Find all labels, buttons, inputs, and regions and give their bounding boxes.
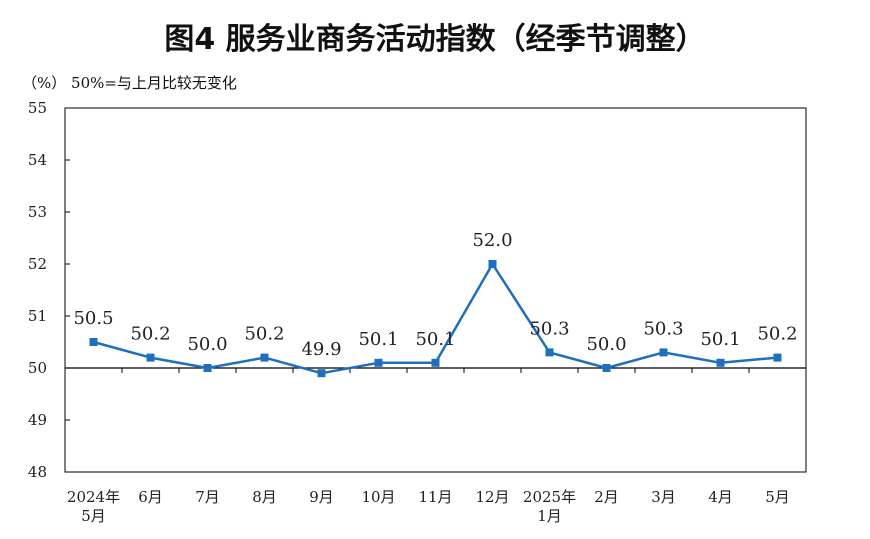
x-tick-label: 2025年 [523, 488, 576, 506]
data-label: 50.2 [757, 324, 797, 345]
data-label: 50.0 [187, 334, 227, 355]
x-tick-label: 2月 [594, 488, 619, 506]
data-point [773, 353, 782, 362]
data-label: 50.3 [643, 318, 683, 339]
data-label: 50.2 [244, 324, 284, 345]
y-tick-label: 54 [28, 151, 47, 169]
y-tick-label: 51 [28, 307, 47, 325]
data-point [602, 364, 611, 372]
data-point [659, 348, 668, 357]
data-label: 50.2 [130, 324, 170, 345]
x-tick-label: 3月 [651, 488, 676, 506]
y-tick-label: 53 [28, 203, 47, 221]
data-point [146, 353, 155, 362]
x-tick-label: 7月 [195, 488, 220, 506]
chart-title: 图4 服务业商务活动指数（经季节调整） [164, 22, 706, 57]
x-tick-label: 11月 [418, 488, 452, 506]
x-tick-label: 9月 [309, 488, 334, 506]
data-point [89, 338, 98, 346]
data-label: 50.0 [586, 334, 626, 355]
data-label: 52.0 [472, 230, 512, 251]
x-tick-label: 5月 [81, 507, 106, 525]
x-tick-label: 6月 [138, 488, 163, 506]
x-tick-label: 4月 [708, 488, 733, 506]
y-tick-label: 52 [28, 255, 47, 273]
x-tick-label: 12月 [475, 488, 509, 506]
data-point [317, 369, 326, 378]
x-tick-label: 8月 [252, 488, 277, 506]
data-point [203, 364, 212, 372]
data-label: 50.1 [358, 329, 398, 350]
plot-frame [64, 107, 807, 473]
data-point [716, 358, 725, 367]
data-label: 50.5 [73, 308, 113, 329]
data-point [260, 353, 269, 362]
data-point [431, 358, 440, 367]
y-tick-label: 55 [28, 99, 47, 117]
x-tick-label: 2024年 [67, 488, 120, 506]
x-tick-label: 1月 [537, 507, 562, 525]
y-tick-label: 50 [28, 359, 47, 377]
unit-note: （%） 50%=与上月比较无变化 [22, 74, 237, 92]
y-tick-label: 49 [28, 411, 47, 429]
data-point [488, 260, 497, 268]
data-point [545, 348, 554, 357]
data-label: 50.1 [700, 329, 740, 350]
x-tick-label: 10月 [361, 488, 395, 506]
x-tick-label: 5月 [765, 488, 790, 506]
data-label: 50.3 [529, 318, 569, 339]
data-label: 50.1 [415, 329, 455, 350]
data-label: 49.9 [301, 339, 341, 360]
y-tick-label: 48 [28, 463, 47, 481]
data-point [374, 358, 383, 367]
